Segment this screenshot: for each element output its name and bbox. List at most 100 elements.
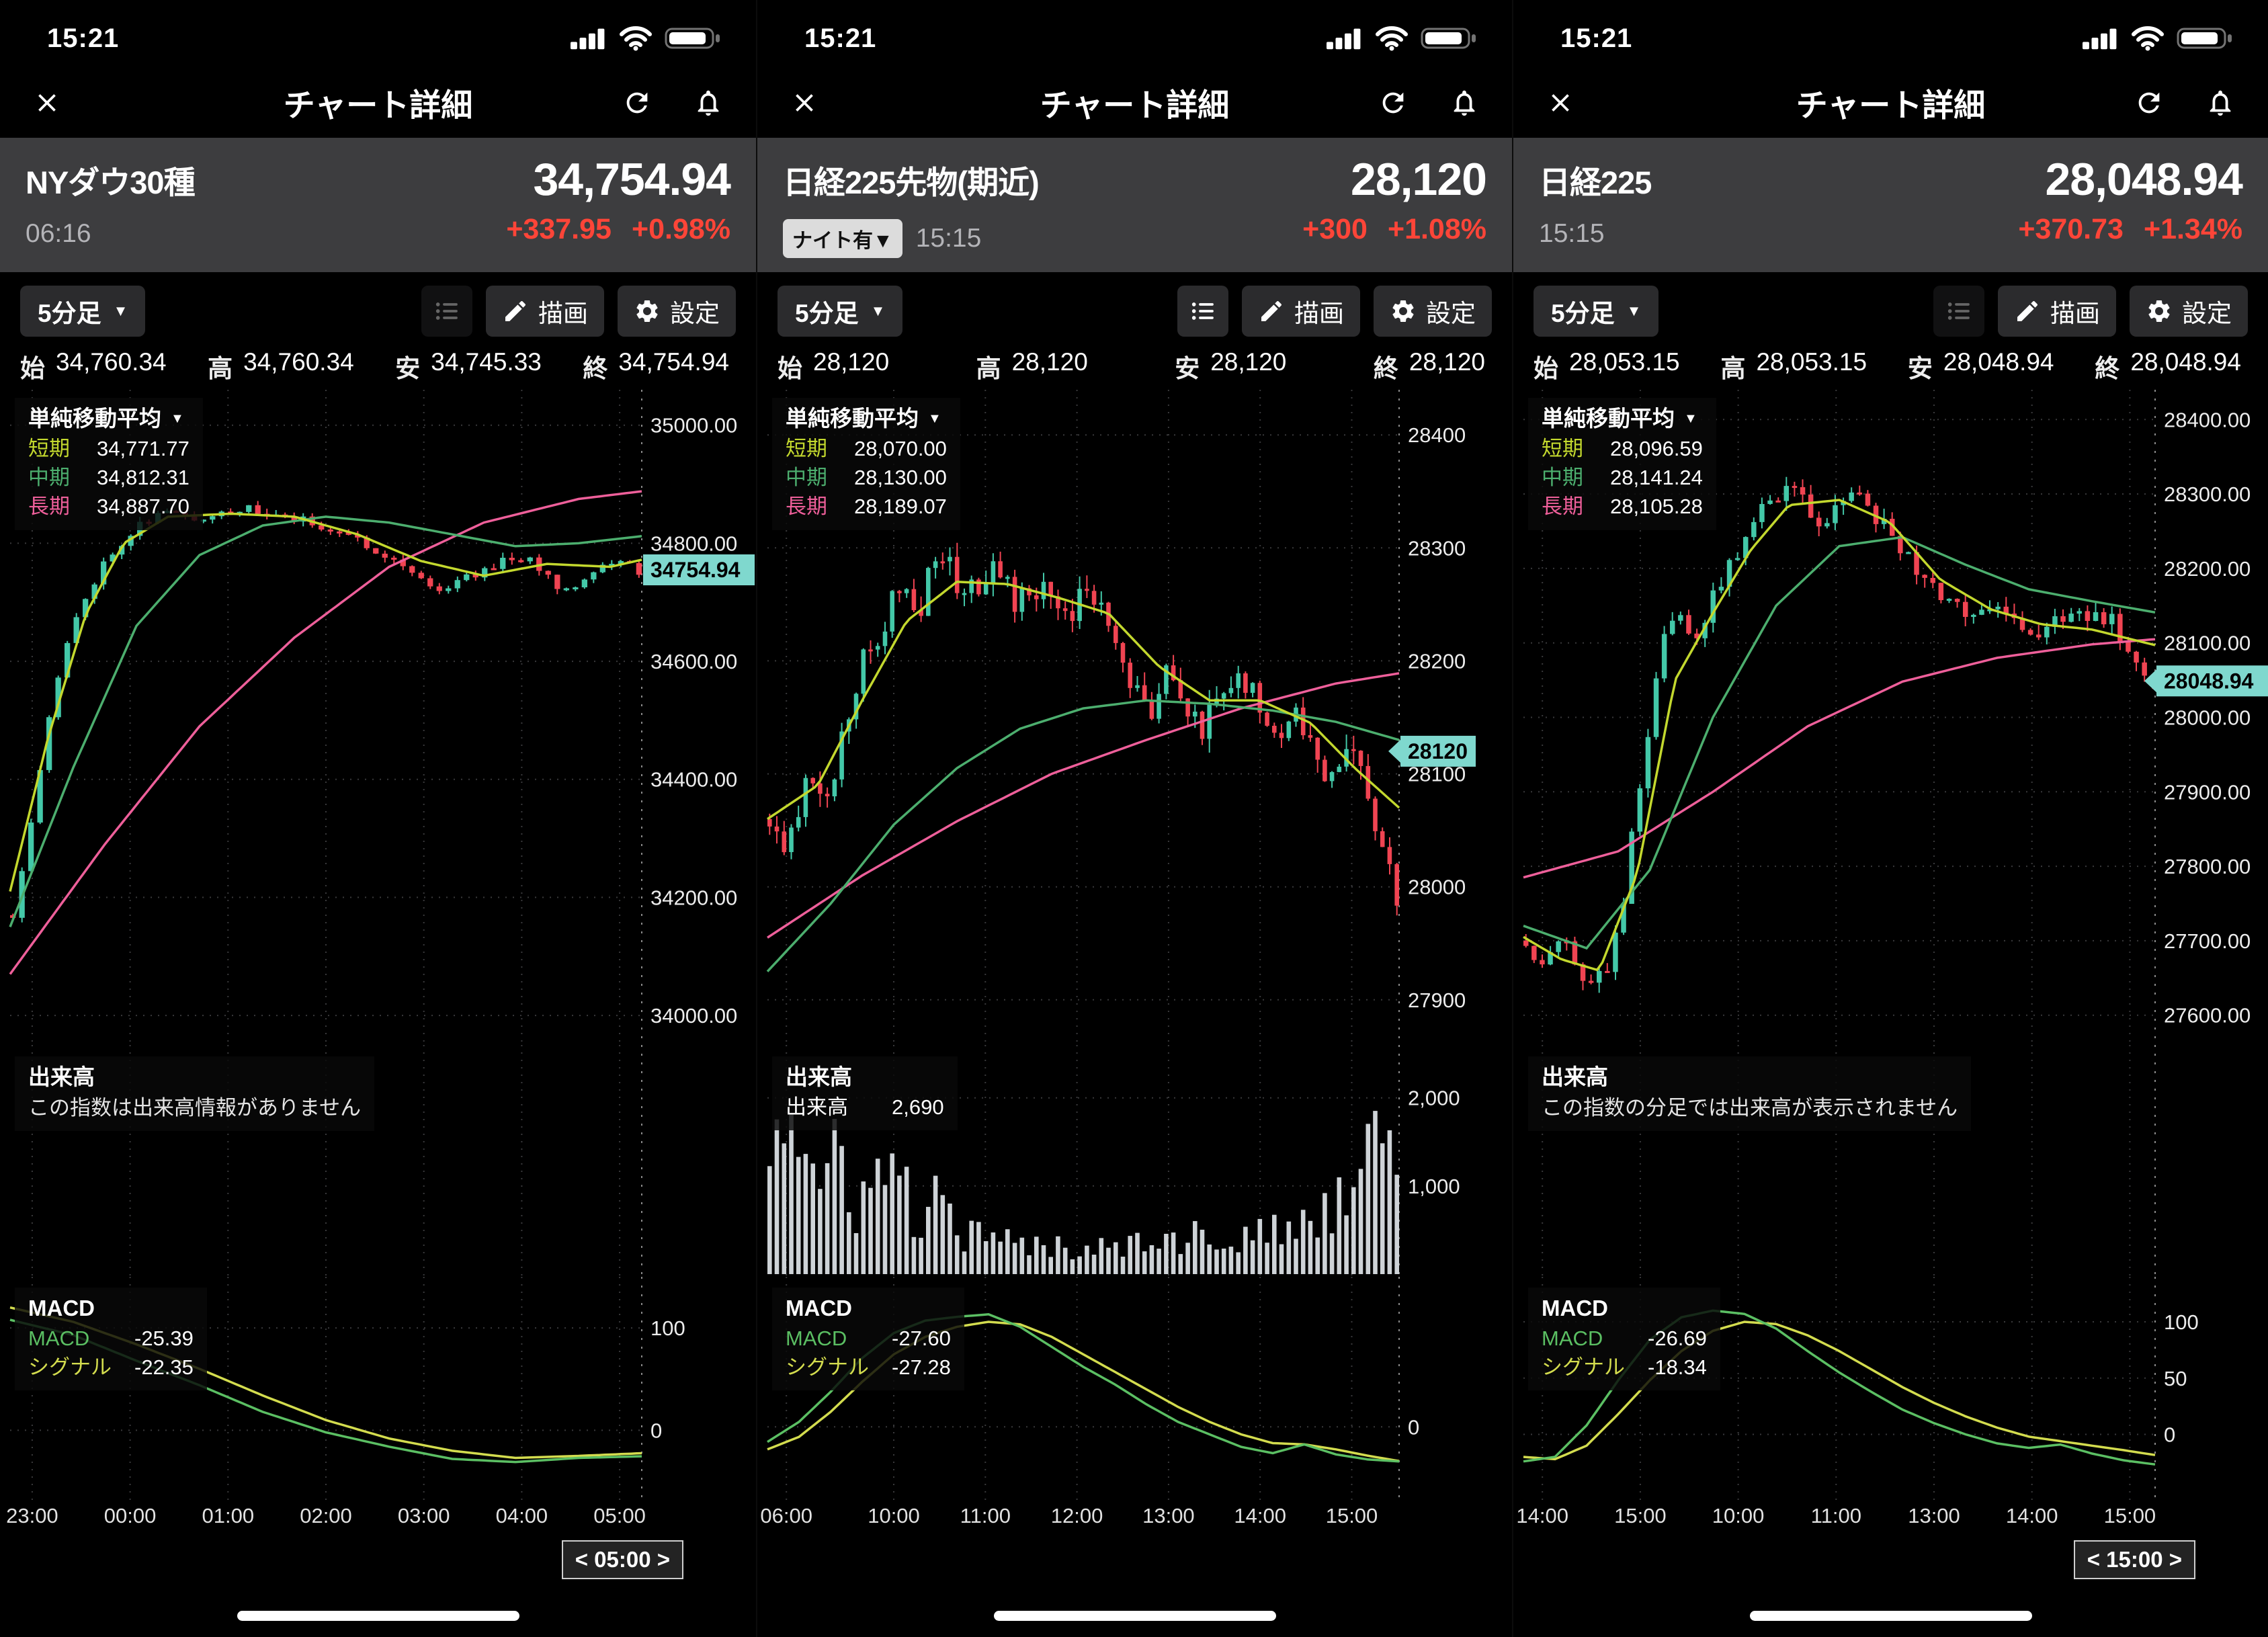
settings-button[interactable]: 設定 xyxy=(2130,285,2248,337)
session-badge[interactable]: ナイト有▼ xyxy=(783,219,902,258)
low-value: 34,745.33 xyxy=(431,348,542,376)
home-indicator[interactable] xyxy=(237,1611,519,1621)
time-axis: 06:00 10:00 11:00 12:00 13:00 14:00 15:00 xyxy=(757,1504,1512,1542)
macd-title: MACD xyxy=(1542,1296,1608,1320)
low-label: 安 xyxy=(1907,355,1933,382)
close-value: 28,120 xyxy=(1409,348,1485,376)
notification-bell-icon[interactable] xyxy=(693,87,724,118)
chart-stack: 35000.00 34800.00 34600.00 34400.00 34200.00… xyxy=(0,390,756,1637)
time-tick-label: 15:00 xyxy=(1325,1504,1378,1527)
change-value: +337.95 xyxy=(506,213,612,245)
svg-text:27600.00: 27600.00 xyxy=(2164,1004,2251,1027)
interval-select[interactable]: 5分足 ▼ xyxy=(1534,285,1659,337)
status-time: 15:21 xyxy=(804,23,877,53)
svg-text:34754.94: 34754.94 xyxy=(650,558,741,582)
price-chart[interactable]: 28400.00 28300.00 28200.00 28100.00 28000.00… xyxy=(1513,390,2268,1045)
close-icon[interactable] xyxy=(1546,88,1575,118)
sma-mid-value: 34,812.31 xyxy=(97,466,190,490)
change-percent: +1.34% xyxy=(2143,213,2242,245)
change-percent: +1.08% xyxy=(1387,213,1486,245)
refresh-icon[interactable] xyxy=(2134,87,2165,118)
home-indicator[interactable] xyxy=(993,1611,1276,1621)
macd-legend: MACD MACD -26.69 シグナル -18.34 xyxy=(1528,1288,1720,1391)
close-icon[interactable] xyxy=(32,88,62,118)
low-value: 28,120 xyxy=(1210,348,1287,376)
volume-chart[interactable] xyxy=(0,1045,756,1277)
last-price: 28,120 xyxy=(1351,154,1487,205)
sma-short-label: 短期 xyxy=(786,436,827,460)
change-percent: +0.98% xyxy=(631,213,730,245)
draw-button[interactable]: 描画 xyxy=(1998,285,2116,337)
open-value: 28,120 xyxy=(813,348,890,376)
volume-chart[interactable]: 2,000 1,000 xyxy=(757,1045,1512,1277)
pencil-icon xyxy=(1261,300,1282,321)
macd-line-value: -26.69 xyxy=(1648,1326,1707,1350)
sma-title: 単純移動平均 xyxy=(28,406,161,431)
chevron-down-icon: ▼ xyxy=(171,411,184,427)
svg-text:28000.00: 28000.00 xyxy=(2164,706,2251,730)
macd-legend: MACD MACD -27.60 シグナル -27.28 xyxy=(772,1288,964,1391)
svg-text:27900: 27900 xyxy=(1408,989,1466,1012)
sma-short-label: 短期 xyxy=(28,436,70,460)
chart-detail-screen: 15:21 xyxy=(756,0,1512,1637)
draw-button[interactable]: 描画 xyxy=(1242,285,1360,337)
svg-text:100: 100 xyxy=(2164,1310,2199,1334)
time-range-tag[interactable]: < 15:00 > xyxy=(2073,1540,2195,1579)
sma-short-value: 28,096.59 xyxy=(1610,436,1703,460)
indicator-list-button[interactable] xyxy=(1933,285,1984,337)
settings-button[interactable]: 設定 xyxy=(618,285,736,337)
refresh-icon[interactable] xyxy=(1378,87,1409,118)
interval-select[interactable]: 5分足 ▼ xyxy=(778,285,903,337)
chevron-down-icon: ▼ xyxy=(928,411,941,427)
svg-text:28100.00: 28100.00 xyxy=(2164,632,2251,655)
nav-header: チャート詳細 xyxy=(757,67,1512,138)
sma-long-value: 28,189.07 xyxy=(854,495,947,519)
gear-icon xyxy=(2148,300,2170,322)
sma-legend[interactable]: 単純移動平均 ▼ 短期 28,070.00 中期 28,130.00 長期 28,18… xyxy=(772,398,960,530)
home-indicator[interactable] xyxy=(1749,1611,2032,1621)
time-tick-label: 12:00 xyxy=(1050,1504,1103,1527)
time-tick-label: 05:00 xyxy=(593,1504,646,1527)
open-label: 始 xyxy=(778,355,802,382)
notification-bell-icon[interactable] xyxy=(1449,87,1480,118)
volume-legend: 出来高 出来高 2,690 xyxy=(772,1056,958,1131)
close-icon[interactable] xyxy=(790,88,819,118)
notification-bell-icon[interactable] xyxy=(2205,87,2236,118)
chart-detail-screen: 15:21 xyxy=(1512,0,2268,1637)
volume-value-row: 出来高 2,690 xyxy=(786,1094,944,1121)
indicator-list-button[interactable] xyxy=(1177,285,1228,337)
sma-legend[interactable]: 単純移動平均 ▼ 短期 34,771.77 中期 34,812.31 長期 34,88… xyxy=(15,398,203,530)
status-icons xyxy=(1327,25,1477,52)
sma-long-value: 34,887.70 xyxy=(97,495,190,519)
macd-title: MACD xyxy=(28,1296,95,1320)
sma-title: 単純移動平均 xyxy=(786,406,919,431)
status-icons xyxy=(571,25,721,52)
refresh-icon[interactable] xyxy=(622,87,653,118)
page-title: チャート詳細 xyxy=(1040,87,1230,123)
wifi-icon xyxy=(2132,26,2164,51)
volume-title: 出来高 xyxy=(1542,1064,1608,1089)
sma-legend[interactable]: 単純移動平均 ▼ 短期 28,096.59 中期 28,141.24 長期 28,10… xyxy=(1528,398,1716,530)
indicator-list-button[interactable] xyxy=(421,285,472,337)
time-tick-label: 14:00 xyxy=(1234,1504,1286,1527)
time-tick-label: 10:00 xyxy=(1712,1504,1765,1527)
interval-select[interactable]: 5分足 ▼ xyxy=(20,285,146,337)
svg-text:34800.00: 34800.00 xyxy=(650,532,737,555)
open-label: 始 xyxy=(20,355,45,382)
chart-toolbar: 5分足 ▼ 描画 xyxy=(0,279,756,343)
price-chart[interactable]: 35000.00 34800.00 34600.00 34400.00 34200.00… xyxy=(0,390,756,1045)
svg-text:27900.00: 27900.00 xyxy=(2164,780,2251,804)
open-value: 28,053.15 xyxy=(1569,348,1680,376)
draw-button[interactable]: 描画 xyxy=(486,285,604,337)
status-bar: 15:21 xyxy=(1513,0,2268,67)
volume-chart[interactable] xyxy=(1513,1045,2268,1277)
svg-text:28200.00: 28200.00 xyxy=(2164,557,2251,581)
settings-button[interactable]: 設定 xyxy=(1374,285,1492,337)
time-range-tag[interactable]: < 05:00 > xyxy=(561,1540,683,1579)
svg-text:28000: 28000 xyxy=(1408,876,1466,899)
nav-header: チャート詳細 xyxy=(1513,67,2268,138)
svg-text:34000.00: 34000.00 xyxy=(650,1004,737,1027)
time-tick-label: 04:00 xyxy=(495,1504,548,1527)
